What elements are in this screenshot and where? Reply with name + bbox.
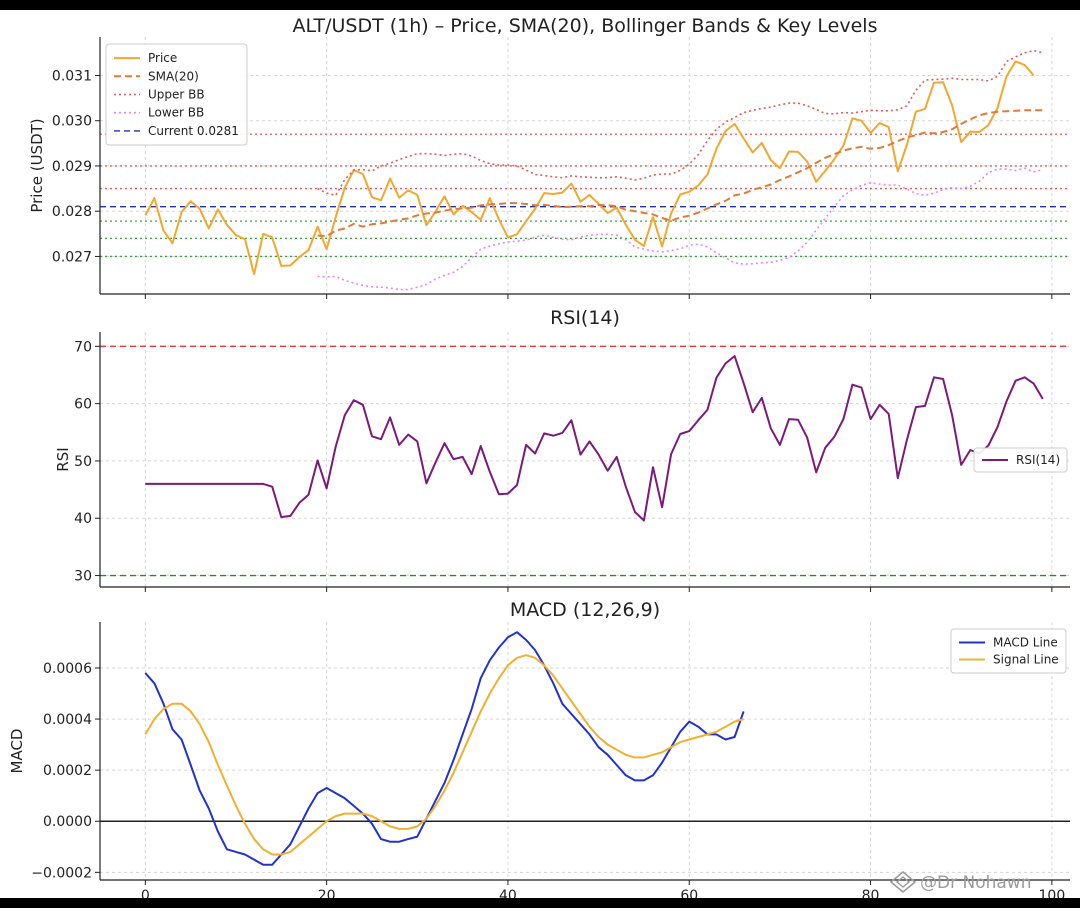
price-title: ALT/USDT (1h) – Price, SMA(20), Bollinge… — [293, 15, 878, 37]
macd-x-tick-label-1: 20 — [318, 888, 336, 898]
price-y-tick-label-1: 0.028 — [52, 204, 92, 220]
price-legend-label-1: SMA(20) — [148, 69, 199, 83]
price-legend: Price SMA(20) Upper BB Lower BB Current 0.02… — [105, 43, 248, 146]
price-legend-label-2: Upper BB — [148, 88, 205, 102]
price-y-axis-label: Price (USDT) — [28, 118, 46, 212]
macd-series-macd-line — [144, 631, 745, 866]
macd-x-tick-label-5: 100 — [1039, 888, 1066, 898]
price-legend-label-4: Current 0.0281 — [148, 124, 239, 138]
rsi-title: RSI(14) — [550, 307, 620, 329]
macd-legend: MACD Line Signal Line — [950, 628, 1067, 674]
watermark-group: @Dr Nohawn — [889, 870, 1031, 894]
watermark-text: @Dr Nohawn — [920, 873, 1031, 893]
macd-x-tick-label-4: 80 — [862, 888, 880, 898]
price-y-tick-label-4: 0.031 — [52, 68, 92, 84]
macd-legend-label-0: MACD Line — [993, 636, 1058, 650]
rsi-y-tick-label-3: 60 — [74, 397, 92, 413]
rsi-panel: RSI(14) RSI 30 40 50 60 70 RSI(14) — [54, 307, 1070, 592]
macd-y-tick-label-4: 0.0006 — [43, 661, 92, 677]
price-series-sma-20 — [317, 109, 1043, 238]
price-legend-label-0: Price — [148, 51, 177, 65]
watermark-icon — [889, 870, 917, 894]
rsi-legend: RSI(14) — [973, 447, 1068, 473]
macd-series-signal-line — [144, 654, 744, 856]
macd-y-axis-label: MACD — [8, 729, 26, 774]
price-series-price — [144, 60, 1035, 276]
macd-title: MACD (12,26,9) — [510, 599, 660, 621]
top-screen-bar — [0, 0, 1080, 10]
macd-y-tick-label-3: 0.0004 — [43, 712, 92, 728]
macd-y-tick-label-1: 0.0000 — [43, 814, 92, 830]
rsi-y-axis-label: RSI — [54, 447, 72, 471]
rsi-y-tick-label-2: 50 — [74, 454, 92, 470]
rsi-series-rsi-14 — [145, 355, 1044, 522]
rsi-y-tick-label-1: 40 — [74, 511, 92, 527]
rsi-y-tick-label-0: 30 — [74, 569, 92, 585]
macd-x-tick-label-0: 0 — [141, 888, 150, 898]
price-panel: ALT/USDT (1h) – Price, SMA(20), Bollinge… — [28, 15, 1070, 299]
macd-x-tick-label-2: 40 — [499, 888, 517, 898]
rsi-legend-label-0: RSI(14) — [1016, 453, 1060, 467]
macd-y-tick-label-0: −0.0002 — [31, 865, 92, 881]
macd-panel: MACD (12,26,9) MACD −0.0002 0.0000 0.0002 0.0… — [8, 599, 1070, 904]
price-legend-box — [105, 43, 248, 146]
macd-legend-box — [950, 628, 1067, 674]
bottom-screen-bar — [0, 898, 1080, 908]
macd-legend-label-1: Signal Line — [993, 653, 1059, 667]
price-y-tick-label-0: 0.027 — [52, 249, 92, 265]
rsi-y-tick-label-4: 70 — [74, 339, 92, 355]
macd-y-tick-label-2: 0.0002 — [43, 763, 92, 779]
price-series-upper-bb — [317, 49, 1043, 197]
rsi-legend-box — [973, 447, 1068, 473]
price-legend-label-3: Lower BB — [148, 106, 204, 120]
price-series-lower-bb — [317, 167, 1043, 291]
macd-x-tick-label-3: 60 — [680, 888, 698, 898]
price-y-tick-label-2: 0.029 — [52, 159, 92, 175]
price-y-tick-label-3: 0.030 — [52, 114, 92, 130]
